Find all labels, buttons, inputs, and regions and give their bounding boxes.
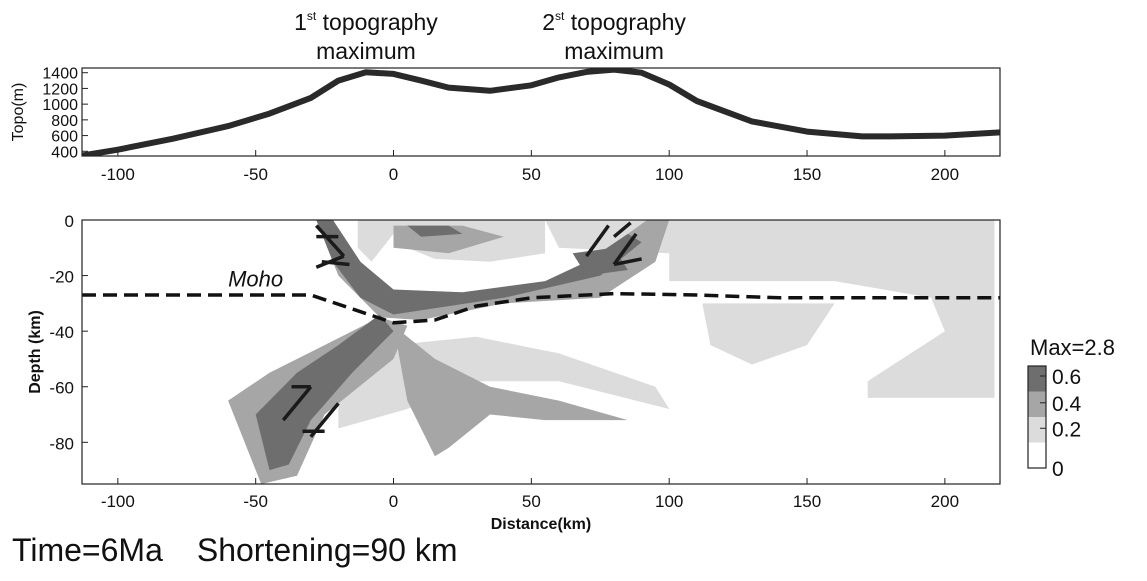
depth-xtick-label: 50	[522, 492, 541, 511]
topo-xtick-label: 200	[931, 165, 959, 184]
caption-shortening: Shortening=90 km	[196, 532, 458, 568]
topo-xtick-label: 0	[389, 165, 398, 184]
depth-xtick-label: 200	[931, 492, 959, 511]
topography-line	[82, 68, 1000, 156]
topo-xtick-label: -50	[243, 165, 268, 184]
topo-annotation-line1: 1st topography	[294, 9, 438, 35]
colorbar-frame	[1027, 365, 1047, 469]
shear-arrow-shaft	[612, 232, 638, 266]
shear-arrow-shaft	[281, 385, 313, 422]
colorbar-swatch	[1028, 366, 1046, 392]
depth-xtick-label: 150	[793, 492, 821, 511]
depth-xtick-label: 0	[389, 492, 398, 511]
annotation-text: topography	[316, 9, 438, 35]
strain-region-level-1	[357, 220, 394, 262]
figure-caption: Time=6Ma Shortening=90 km	[12, 532, 491, 569]
depth-ytick-label: -20	[49, 268, 74, 287]
caption-time: Time=6Ma	[12, 532, 163, 568]
strain-region-level-2	[393, 325, 628, 457]
depth-xtick-label: 100	[655, 492, 683, 511]
depth-xlabel: Distance(km)	[491, 516, 591, 533]
moho-line	[82, 291, 1000, 325]
shear-arrow-shaft	[315, 224, 346, 258]
depth-panel: Moho 0 -20 -40 -60 -80 -100 -50 0 50 100 150 200 Dist…	[27, 212, 1001, 533]
topo-xtick-label: 150	[793, 165, 821, 184]
shear-arrow-head	[613, 257, 642, 267]
moho-label: Moho	[228, 267, 283, 292]
colorbar-swatch	[1028, 442, 1046, 468]
topo-ylabel: Topo(m)	[10, 83, 27, 142]
strain-region-level-3	[316, 220, 642, 315]
topo-ytick-label: 1400	[42, 66, 78, 83]
topo-ytick-label: 800	[51, 113, 78, 130]
topo-xtick-label: 50	[522, 165, 541, 184]
topo-annotation-line2: maximum	[564, 38, 664, 64]
topography-frame	[81, 67, 1001, 157]
colorbar-swatch	[1028, 417, 1046, 443]
colorbar-tick-label: 0	[1052, 458, 1064, 481]
colorbar: Max=2.8 0.6 0.40.2 0	[1027, 335, 1115, 481]
topo-annotation-line2: maximum	[316, 38, 416, 64]
colorbar-tick-label: 0.6	[1052, 366, 1081, 389]
topo-xtick-label: -100	[101, 165, 135, 184]
topo-ytick-label: 600	[51, 129, 78, 146]
annotation-text: topography	[564, 9, 686, 35]
colorbar-tick-label: 0.2	[1052, 418, 1081, 441]
depth-xtick-label: -100	[101, 492, 135, 511]
colorbar-title: Max=2.8	[1030, 335, 1115, 360]
topo-ytick-label: 1000	[42, 97, 78, 114]
annotation-number: 1	[294, 9, 307, 35]
depth-ytick-label: 0	[65, 212, 74, 231]
colorbar-swatch	[1028, 391, 1046, 417]
depth-xtick-label: -50	[243, 492, 268, 511]
shear-arrow-head	[612, 221, 632, 239]
topo-ytick-label: 400	[51, 144, 78, 161]
topo-xtick-label: 100	[655, 165, 683, 184]
strain-region-level-1	[702, 303, 835, 365]
depth-ytick-label: -40	[49, 323, 74, 342]
shear-arrow-head	[321, 259, 350, 267]
annotation-superscript: st	[555, 9, 565, 23]
topo-ytick-label: 1200	[42, 81, 78, 98]
annotation-number: 2	[542, 9, 555, 35]
topo-annotation-line1: 2st topography	[542, 9, 686, 35]
depth-ylabel: Depth (km)	[27, 310, 44, 394]
colorbar-tick-label: 0.4	[1052, 393, 1082, 416]
shear-arrow-shaft	[585, 224, 610, 258]
strain-region-level-3	[255, 314, 394, 471]
depth-ytick-label: -80	[49, 434, 74, 453]
depth-ytick-label: -60	[49, 379, 74, 398]
depth-frame	[81, 219, 1001, 485]
annotation-superscript: st	[307, 9, 317, 23]
strain-region-level-1	[545, 220, 995, 398]
strain-regions	[228, 220, 995, 484]
strain-region-level-3	[407, 225, 463, 237]
